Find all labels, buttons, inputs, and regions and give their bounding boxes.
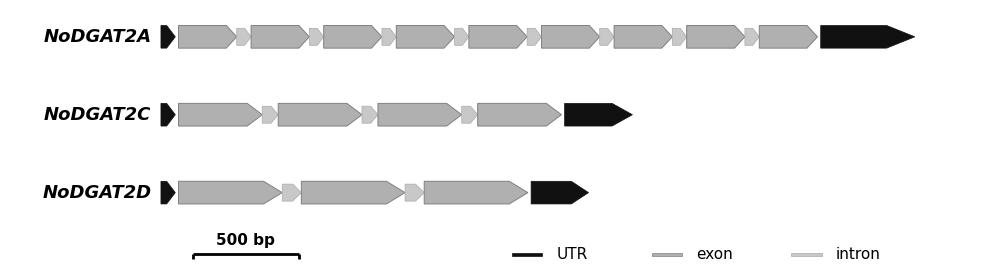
Polygon shape xyxy=(672,28,687,45)
Text: UTR: UTR xyxy=(557,247,588,262)
Polygon shape xyxy=(541,25,600,48)
Bar xyxy=(652,253,682,256)
Polygon shape xyxy=(178,104,262,126)
Polygon shape xyxy=(531,181,589,204)
Bar xyxy=(791,253,822,256)
Polygon shape xyxy=(178,181,282,204)
Polygon shape xyxy=(237,28,251,45)
Polygon shape xyxy=(759,25,818,48)
Polygon shape xyxy=(462,106,478,123)
Polygon shape xyxy=(600,28,614,45)
Polygon shape xyxy=(687,25,745,48)
Polygon shape xyxy=(396,25,455,48)
Text: NoDGAT2A: NoDGAT2A xyxy=(43,28,151,46)
Text: 500 bp: 500 bp xyxy=(216,233,275,248)
Polygon shape xyxy=(278,104,362,126)
Polygon shape xyxy=(161,104,175,126)
Polygon shape xyxy=(382,28,396,45)
Text: NoDGAT2C: NoDGAT2C xyxy=(44,106,151,124)
Text: exon: exon xyxy=(696,247,733,262)
Text: NoDGAT2D: NoDGAT2D xyxy=(42,184,151,202)
Polygon shape xyxy=(478,104,561,126)
Polygon shape xyxy=(455,28,469,45)
Polygon shape xyxy=(301,181,405,204)
Polygon shape xyxy=(745,28,759,45)
Polygon shape xyxy=(614,25,672,48)
Polygon shape xyxy=(161,25,175,48)
Polygon shape xyxy=(424,181,528,204)
Polygon shape xyxy=(821,25,915,48)
Polygon shape xyxy=(161,181,175,204)
Polygon shape xyxy=(178,25,237,48)
Bar xyxy=(512,253,542,256)
Polygon shape xyxy=(469,25,527,48)
Text: intron: intron xyxy=(836,247,881,262)
Polygon shape xyxy=(324,25,382,48)
Polygon shape xyxy=(262,106,278,123)
Polygon shape xyxy=(378,104,462,126)
Polygon shape xyxy=(565,104,632,126)
Polygon shape xyxy=(527,28,541,45)
Polygon shape xyxy=(405,184,424,201)
Polygon shape xyxy=(362,106,378,123)
Polygon shape xyxy=(251,25,309,48)
Polygon shape xyxy=(309,28,324,45)
Polygon shape xyxy=(282,184,301,201)
